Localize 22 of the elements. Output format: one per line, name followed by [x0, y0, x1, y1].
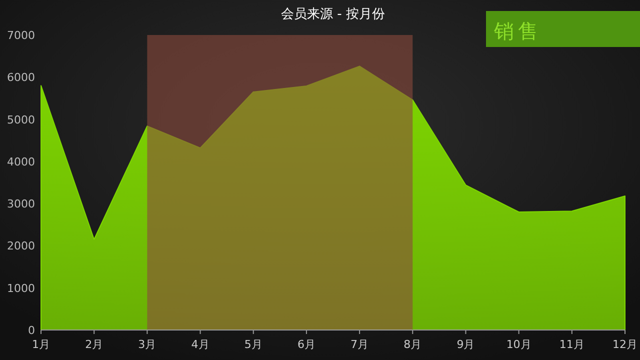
- x-tick-label: 8月: [404, 338, 422, 351]
- y-tick-label: 7000: [7, 29, 35, 42]
- x-tick-label: 9月: [456, 338, 475, 351]
- y-tick-label: 3000: [7, 198, 35, 211]
- y-tick-label: 2000: [7, 240, 35, 253]
- x-tick-label: 5月: [244, 338, 262, 351]
- y-tick-label: 0: [28, 324, 35, 337]
- x-tick-label: 11月: [559, 338, 584, 351]
- x-tick-label: 7月: [350, 338, 369, 351]
- x-tick-label: 6月: [297, 338, 316, 351]
- x-tick-label: 2月: [85, 338, 104, 351]
- x-tick-label: 12月: [612, 338, 638, 351]
- x-tick-label: 3月: [138, 338, 156, 351]
- y-tick-label: 5000: [7, 113, 35, 126]
- x-tick-label: 10月: [506, 338, 532, 351]
- chart-title: 会员来源 - 按月份: [281, 7, 385, 22]
- x-tick-label: 1月: [32, 338, 50, 351]
- y-tick-label: 4000: [7, 155, 35, 168]
- y-tick-label: 1000: [7, 282, 35, 295]
- x-tick-label: 4月: [191, 338, 210, 351]
- y-tick-label: 6000: [7, 71, 35, 84]
- annotation: 销售: [493, 19, 542, 43]
